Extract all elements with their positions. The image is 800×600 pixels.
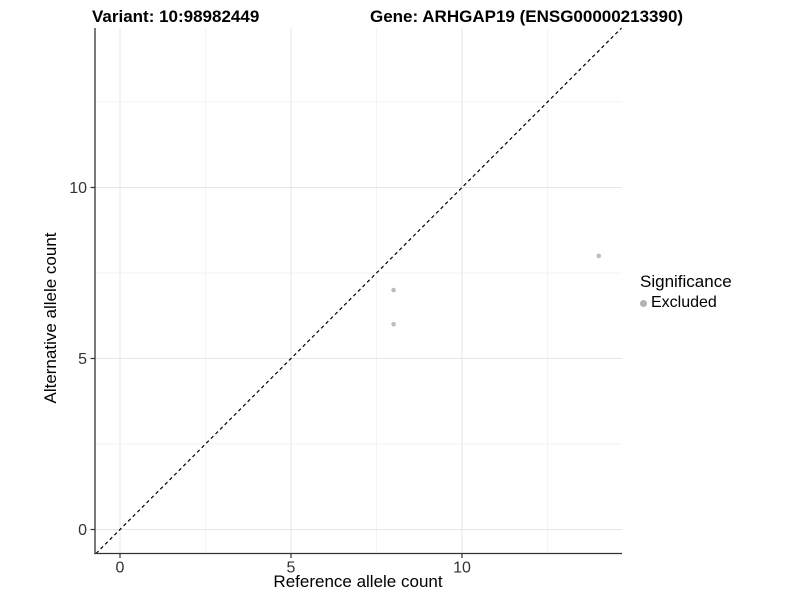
legend: Significance Excluded bbox=[640, 272, 732, 312]
data-point bbox=[596, 253, 602, 259]
y-tick-label: 10 bbox=[69, 180, 87, 197]
plot-title-variant: Variant: 10:98982449 bbox=[92, 7, 260, 26]
data-point bbox=[391, 287, 396, 293]
plot-title-gene: Gene: ARHGAP19 (ENSG00000213390) bbox=[370, 7, 684, 26]
y-tick-label: 0 bbox=[78, 522, 87, 539]
data-point bbox=[391, 322, 396, 327]
x-tick-label: 10 bbox=[453, 560, 471, 577]
x-tick-label: 0 bbox=[116, 560, 125, 577]
y-tick-label: 5 bbox=[78, 351, 87, 368]
x-axis-title: Reference allele count bbox=[273, 572, 443, 591]
x-tick-label: 5 bbox=[287, 560, 296, 577]
legend-item-excluded: Excluded bbox=[640, 294, 732, 312]
legend-item-label: Excluded bbox=[651, 294, 717, 311]
identity-line bbox=[95, 27, 622, 554]
y-axis-title: Alternative allele count bbox=[41, 232, 60, 404]
legend-title: Significance bbox=[640, 272, 732, 291]
legend-key-dot bbox=[640, 299, 647, 307]
